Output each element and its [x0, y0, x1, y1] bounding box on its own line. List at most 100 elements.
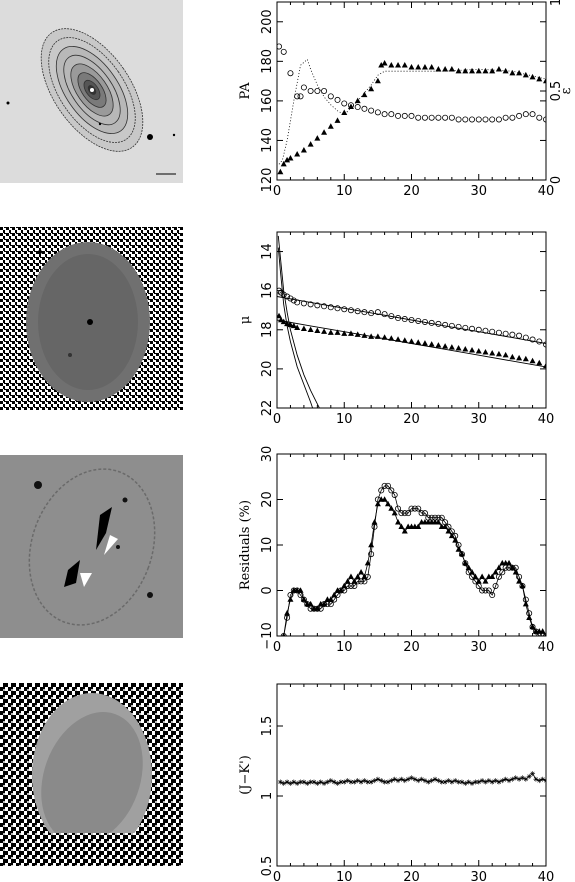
data-point	[300, 147, 307, 153]
data-point	[378, 778, 384, 784]
data-point	[314, 88, 321, 95]
data-point	[442, 114, 449, 121]
data-point	[489, 592, 496, 599]
data-point	[298, 779, 304, 785]
data-point	[300, 596, 307, 603]
x-tick-label: 20	[403, 412, 420, 427]
data-point	[391, 491, 398, 498]
data-point	[529, 73, 536, 80]
data-point	[415, 523, 422, 529]
data-point	[499, 569, 506, 576]
model-fit-line	[277, 319, 546, 368]
data-point	[472, 779, 478, 785]
x-tick-label: 40	[538, 640, 555, 655]
data-point	[351, 582, 358, 589]
data-point	[509, 564, 516, 570]
model-fit-line	[277, 296, 546, 344]
data-point	[482, 587, 489, 594]
data-point	[284, 779, 290, 785]
data-point	[435, 514, 442, 521]
data-point	[530, 771, 536, 777]
data-point	[365, 779, 371, 785]
data-point	[358, 569, 365, 575]
y-tick-label: 18	[260, 322, 275, 339]
data-point	[462, 116, 469, 123]
data-point	[516, 354, 523, 361]
data-point	[338, 779, 344, 785]
data-point	[334, 329, 341, 335]
y-tick-label: 20	[260, 491, 275, 508]
data-point	[341, 582, 348, 589]
data-point	[327, 93, 334, 100]
data-point	[401, 337, 408, 343]
data-point	[522, 111, 529, 118]
data-point	[331, 591, 338, 598]
data-point	[532, 628, 539, 635]
y2-tick-label: 0.5	[549, 81, 564, 102]
data-point	[509, 114, 516, 121]
data-point	[445, 778, 451, 784]
data-point	[398, 510, 405, 517]
data-point	[415, 505, 422, 512]
data-point	[469, 116, 476, 123]
data-point	[526, 610, 533, 617]
data-point	[462, 324, 469, 331]
data-point	[307, 141, 314, 147]
x-tick-label: 20	[403, 640, 420, 655]
data-point	[277, 43, 283, 50]
data-point	[415, 778, 421, 784]
data-point	[287, 321, 294, 328]
data-point	[516, 332, 523, 339]
data-point	[442, 321, 449, 328]
data-point	[442, 523, 449, 529]
data-point	[355, 778, 361, 784]
data-point	[489, 67, 496, 74]
series-line	[278, 58, 546, 165]
data-point	[307, 605, 314, 612]
data-point	[513, 775, 519, 781]
data-point	[337, 587, 344, 594]
data-point	[395, 61, 402, 68]
data-point	[509, 776, 515, 782]
data-point	[492, 569, 499, 575]
data-point	[294, 780, 300, 786]
data-point	[455, 542, 462, 549]
data-point	[361, 778, 367, 784]
data-point	[519, 775, 525, 781]
data-point	[495, 564, 502, 570]
data-point	[392, 776, 398, 782]
x-tick-label: 30	[470, 184, 487, 199]
data-point	[523, 776, 529, 782]
data-point	[391, 509, 398, 516]
data-point	[314, 135, 321, 141]
data-point	[341, 587, 348, 594]
data-point	[469, 573, 476, 580]
data-point	[401, 61, 408, 68]
data-point	[321, 600, 328, 607]
x-tick-label: 0	[273, 184, 281, 199]
data-point	[347, 573, 354, 580]
data-point	[409, 775, 414, 781]
data-point	[466, 779, 472, 785]
x-tick-label: 10	[336, 184, 353, 199]
data-point	[448, 322, 455, 329]
data-point	[469, 569, 476, 575]
galaxy-color-map-image	[0, 683, 183, 866]
data-point	[459, 779, 465, 785]
data-point	[442, 343, 449, 349]
data-point	[314, 605, 321, 611]
y-tick-label: 14	[260, 243, 275, 260]
data-point	[503, 776, 509, 782]
data-point	[421, 114, 428, 121]
data-point	[374, 500, 381, 507]
data-point	[287, 596, 294, 602]
data-point	[452, 532, 459, 539]
data-point	[334, 305, 341, 312]
data-point	[502, 351, 509, 358]
galaxy-noise-map-image	[0, 227, 183, 410]
data-point	[334, 117, 341, 123]
data-point	[465, 569, 472, 576]
data-point	[374, 109, 381, 116]
plot-area	[280, 482, 546, 636]
data-point	[291, 779, 297, 785]
